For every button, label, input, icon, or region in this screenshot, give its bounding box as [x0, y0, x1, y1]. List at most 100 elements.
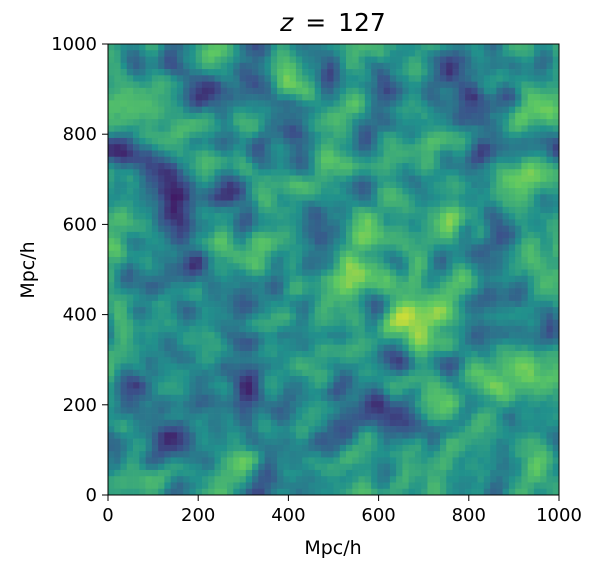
- heatmap-cell: [270, 175, 278, 183]
- heatmap-cell: [227, 363, 234, 371]
- heatmap-cell: [114, 332, 121, 339]
- heatmap-cell: [414, 144, 422, 151]
- heatmap-cell: [446, 438, 453, 446]
- heatmap-cell: [245, 476, 253, 483]
- heatmap-cell: [108, 238, 115, 245]
- heatmap-cell: [314, 457, 322, 465]
- heatmap-cell: [264, 94, 272, 101]
- heatmap-cell: [233, 275, 240, 283]
- heatmap-cell: [289, 407, 297, 414]
- heatmap-cell: [377, 244, 384, 252]
- heatmap-cell: [164, 332, 171, 339]
- heatmap-cell: [389, 444, 397, 452]
- heatmap-cell: [120, 363, 128, 371]
- heatmap-cell: [164, 169, 171, 176]
- heatmap-cell: [446, 332, 453, 339]
- heatmap-cell: [508, 238, 516, 245]
- heatmap-cell: [327, 150, 334, 158]
- heatmap-cell: [533, 382, 541, 389]
- heatmap-cell: [333, 263, 341, 270]
- heatmap-cell: [540, 282, 547, 289]
- heatmap-cell: [339, 219, 347, 227]
- heatmap-cell: [446, 388, 453, 396]
- heatmap-cell: [277, 369, 284, 377]
- heatmap-cell: [176, 238, 184, 245]
- heatmap-cell: [320, 56, 328, 64]
- heatmap-cell: [264, 56, 272, 64]
- heatmap-cell: [145, 476, 153, 483]
- heatmap-cell: [452, 194, 460, 201]
- heatmap-cell: [433, 451, 441, 458]
- heatmap-cell: [477, 451, 485, 458]
- heatmap-cell: [371, 81, 378, 89]
- heatmap-cell: [320, 263, 328, 270]
- heatmap-cell: [114, 444, 121, 452]
- heatmap-cell: [327, 338, 334, 346]
- heatmap-cell: [496, 401, 503, 408]
- heatmap-cell: [502, 231, 510, 239]
- heatmap-cell: [227, 419, 234, 427]
- heatmap-cell: [258, 144, 265, 151]
- heatmap-cell: [346, 219, 353, 227]
- heatmap-cell: [220, 137, 228, 145]
- heatmap-cell: [201, 338, 209, 346]
- heatmap-cell: [151, 344, 159, 352]
- heatmap-cell: [258, 476, 265, 483]
- heatmap-cell: [540, 75, 547, 82]
- heatmap-cell: [546, 87, 554, 95]
- heatmap-cell: [201, 225, 209, 233]
- heatmap-cell: [477, 288, 485, 295]
- heatmap-cell: [496, 350, 503, 358]
- heatmap-cell: [352, 169, 359, 176]
- heatmap-cell: [195, 300, 203, 308]
- heatmap-cell: [533, 206, 541, 214]
- heatmap-cell: [502, 219, 510, 227]
- heatmap-cell: [327, 231, 334, 239]
- heatmap-cell: [458, 388, 466, 396]
- heatmap-cell: [333, 307, 341, 314]
- heatmap-cell: [490, 81, 497, 89]
- heatmap-cell: [164, 163, 171, 170]
- heatmap-cell: [108, 375, 115, 383]
- heatmap-cell: [352, 225, 359, 233]
- heatmap-cell: [183, 150, 190, 158]
- heatmap-cell: [245, 263, 253, 270]
- heatmap-cell: [521, 137, 529, 145]
- heatmap-cell: [396, 444, 403, 452]
- heatmap-cell: [339, 94, 347, 101]
- heatmap-cell: [471, 451, 478, 458]
- heatmap-cell: [527, 313, 535, 320]
- heatmap-cell: [320, 357, 328, 364]
- heatmap-cell: [465, 344, 472, 352]
- heatmap-cell: [477, 213, 485, 220]
- heatmap-cell: [233, 294, 240, 302]
- heatmap-cell: [308, 394, 316, 402]
- heatmap-cell: [302, 444, 309, 452]
- heatmap-cell: [527, 144, 535, 151]
- heatmap-cell: [377, 137, 384, 145]
- heatmap-cell: [151, 419, 159, 427]
- heatmap-cell: [396, 357, 403, 364]
- heatmap-cell: [471, 94, 478, 101]
- heatmap-cell: [477, 81, 485, 89]
- heatmap-cell: [452, 250, 460, 258]
- heatmap-cell: [508, 419, 516, 427]
- heatmap-cell: [471, 156, 478, 164]
- heatmap-cell: [214, 375, 222, 383]
- heatmap-cell: [302, 219, 309, 227]
- heatmap-cell: [220, 69, 228, 76]
- heatmap-cell: [533, 457, 541, 465]
- heatmap-cell: [383, 407, 391, 414]
- heatmap-cell: [133, 275, 140, 283]
- heatmap-cell: [433, 382, 441, 389]
- heatmap-cell: [139, 263, 146, 270]
- heatmap-cell: [496, 188, 503, 195]
- heatmap-cell: [120, 175, 128, 183]
- heatmap-cell: [195, 288, 203, 295]
- heatmap-cell: [201, 369, 209, 377]
- heatmap-cell: [151, 75, 159, 82]
- heatmap-cell: [421, 325, 428, 333]
- heatmap-cell: [258, 288, 265, 295]
- heatmap-cell: [233, 375, 240, 383]
- heatmap-cell: [465, 463, 472, 471]
